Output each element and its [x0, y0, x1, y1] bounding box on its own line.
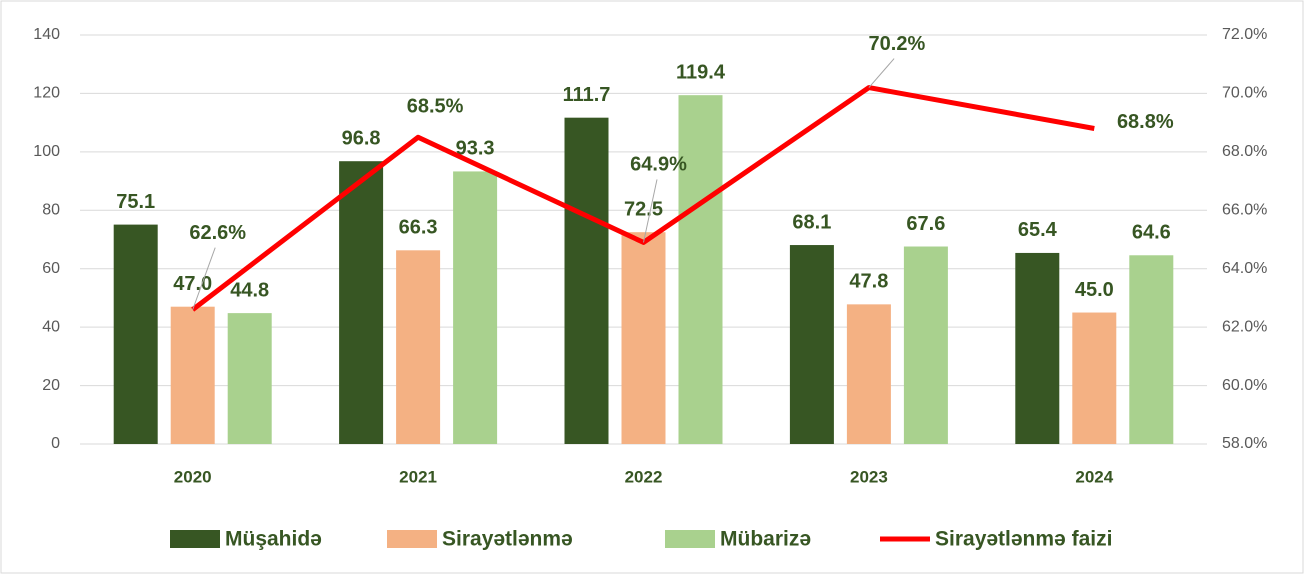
- data-label: 47.0: [173, 273, 212, 295]
- bar: [453, 171, 498, 444]
- leader-line: [868, 58, 895, 88]
- bar: [113, 224, 158, 444]
- y-tick-label: 120: [33, 85, 60, 102]
- data-label: 64.9%: [630, 154, 687, 176]
- y-tick-label: 140: [33, 26, 60, 43]
- data-label: 66.3: [399, 217, 438, 239]
- bar: [339, 161, 384, 444]
- data-label: 44.8: [230, 279, 269, 301]
- data-label: 47.8: [849, 271, 888, 293]
- legend-label: Sirayətlənmə faizi: [935, 528, 1112, 551]
- legend-label: Müşahidə: [225, 528, 322, 551]
- y2-tick-label: 72.0%: [1222, 26, 1267, 43]
- bar: [227, 313, 272, 444]
- y2-tick-label: 66.0%: [1222, 202, 1267, 219]
- data-label: 119.4: [676, 61, 726, 83]
- bar: [396, 250, 441, 444]
- bar: [1015, 252, 1060, 444]
- y-tick-label: 20: [42, 377, 60, 394]
- legend-label: Mübarizə: [720, 528, 811, 551]
- y-tick-label: 100: [33, 143, 60, 160]
- y-tick-label: 80: [42, 202, 60, 219]
- y-tick-label: 0: [51, 435, 60, 452]
- legend-swatch: [387, 530, 437, 548]
- data-label: 93.3: [456, 138, 495, 160]
- bar: [789, 245, 834, 444]
- x-tick-label: 2024: [1075, 467, 1113, 486]
- leader-line: [643, 179, 658, 243]
- bar: [846, 304, 891, 444]
- data-label: 65.4: [1018, 219, 1058, 241]
- data-label: 70.2%: [869, 33, 926, 55]
- data-label: 45.0: [1075, 279, 1114, 301]
- bar: [1129, 255, 1174, 444]
- x-tick-label: 2022: [625, 467, 663, 486]
- bar: [903, 246, 948, 444]
- legend-swatch: [170, 530, 220, 548]
- x-tick-label: 2021: [399, 467, 437, 486]
- data-label: 62.6%: [189, 222, 246, 244]
- bar: [678, 95, 723, 444]
- bar: [1072, 312, 1117, 444]
- data-label: 64.6: [1132, 222, 1171, 244]
- leader-line: [192, 247, 216, 310]
- bar: [170, 306, 215, 444]
- y-tick-label: 60: [42, 260, 60, 277]
- bar: [621, 232, 666, 444]
- y2-tick-label: 62.0%: [1222, 318, 1267, 335]
- data-label: 67.6: [906, 213, 945, 235]
- x-tick-label: 2020: [174, 467, 212, 486]
- y2-tick-label: 68.0%: [1222, 143, 1267, 160]
- legend-label: Sirayətlənmə: [442, 528, 573, 551]
- data-label: 96.8: [342, 127, 381, 149]
- y2-tick-label: 64.0%: [1222, 260, 1267, 277]
- data-label: 68.8%: [1117, 111, 1174, 133]
- y2-tick-label: 60.0%: [1222, 377, 1267, 394]
- y-tick-label: 40: [42, 318, 60, 335]
- legend-swatch: [665, 530, 715, 548]
- x-tick-label: 2023: [850, 467, 888, 486]
- data-label: 111.7: [563, 84, 611, 106]
- y2-tick-label: 70.0%: [1222, 85, 1267, 102]
- bar: [564, 117, 609, 445]
- y2-tick-label: 58.0%: [1222, 435, 1267, 452]
- data-label: 68.1: [792, 211, 831, 233]
- data-label: 68.5%: [407, 96, 464, 118]
- data-label: 75.1: [116, 191, 155, 213]
- data-label: 72.5: [624, 198, 663, 220]
